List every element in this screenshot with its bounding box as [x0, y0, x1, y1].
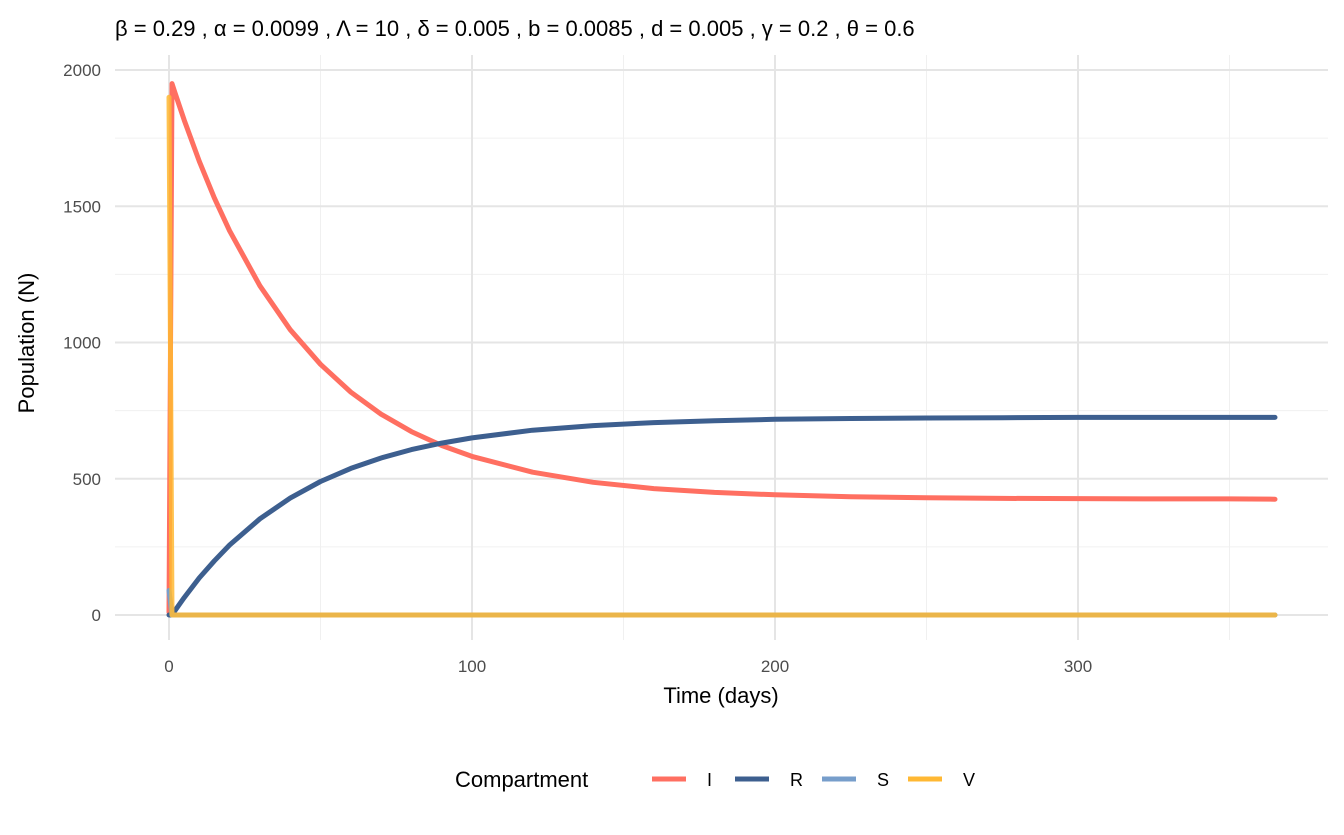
x-axis-label: Time (days): [663, 683, 778, 708]
y-tick-label: 500: [73, 470, 101, 489]
legend-label: S: [877, 770, 889, 790]
series-line-R: [166, 414, 1278, 618]
tick-labels: 0 500 1000 1500 2000 0 100 200 300: [63, 61, 1092, 676]
y-tick-label: 2000: [63, 61, 101, 80]
legend: Compartment I R S V: [455, 767, 975, 792]
x-tick-label: 100: [458, 657, 486, 676]
legend-label: I: [707, 770, 712, 790]
x-tick-label: 0: [164, 657, 173, 676]
chart-title: β = 0.29 , α = 0.0099 , Λ = 10 , δ = 0.0…: [115, 16, 915, 41]
series-line-V: [166, 94, 1278, 618]
series-line-S: [166, 588, 1278, 618]
legend-label: R: [790, 770, 803, 790]
series-line-I: [166, 81, 1278, 615]
y-axis-label: Population (N): [14, 273, 39, 414]
y-tick-label: 1500: [63, 197, 101, 216]
series-lines: [166, 81, 1278, 618]
grid: [115, 55, 1328, 640]
legend-title: Compartment: [455, 767, 588, 792]
x-tick-label: 200: [761, 657, 789, 676]
legend-label: V: [963, 770, 975, 790]
y-tick-label: 0: [92, 606, 101, 625]
x-tick-label: 300: [1064, 657, 1092, 676]
y-tick-label: 1000: [63, 334, 101, 353]
